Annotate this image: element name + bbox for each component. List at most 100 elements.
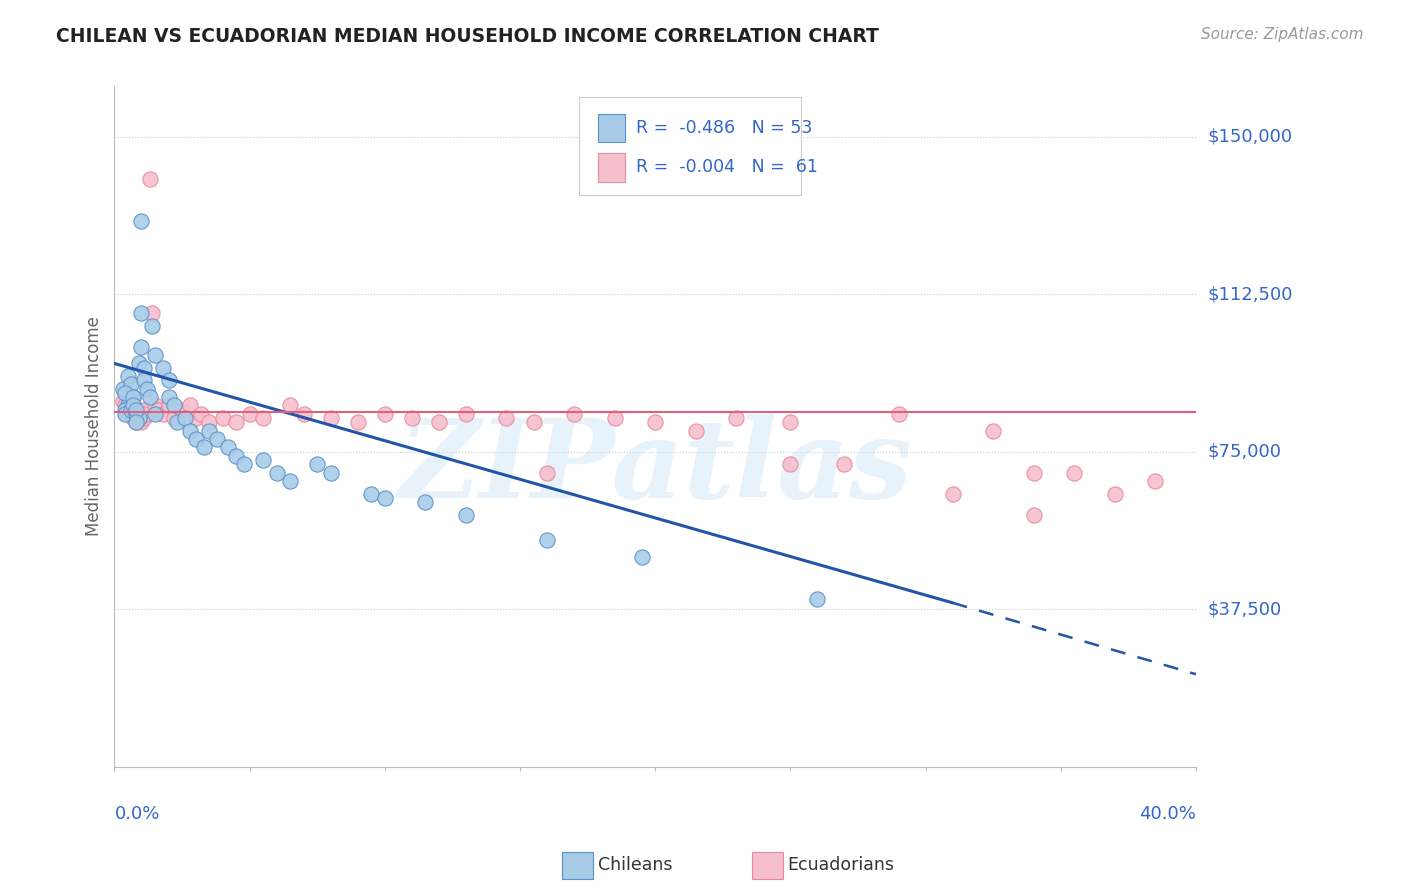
Point — [134, 402, 156, 417]
Point — [157, 399, 180, 413]
Point — [138, 390, 160, 404]
Text: R =  -0.486   N = 53: R = -0.486 N = 53 — [636, 119, 813, 136]
Point — [806, 591, 828, 606]
Point — [278, 399, 301, 413]
Point — [120, 394, 142, 409]
Point — [307, 457, 329, 471]
Point — [152, 407, 174, 421]
Point — [122, 390, 145, 404]
Point — [125, 402, 148, 417]
Text: $37,500: $37,500 — [1208, 600, 1281, 618]
Point — [163, 399, 186, 413]
Point — [454, 508, 477, 522]
Point — [128, 411, 150, 425]
Point — [205, 432, 228, 446]
Point — [779, 415, 801, 429]
Point — [170, 402, 193, 417]
Point — [522, 415, 544, 429]
Point — [120, 377, 142, 392]
Point — [374, 407, 396, 421]
Point — [198, 424, 221, 438]
Point — [1022, 508, 1045, 522]
Point — [125, 415, 148, 429]
Point — [184, 411, 207, 425]
Point — [128, 357, 150, 371]
Point — [173, 411, 195, 425]
Point — [401, 411, 423, 425]
Point — [120, 399, 142, 413]
Point — [562, 407, 585, 421]
Point — [179, 399, 201, 413]
Point — [685, 424, 707, 438]
Y-axis label: Median Household Income: Median Household Income — [86, 317, 103, 536]
Point — [143, 399, 166, 413]
Point — [834, 457, 856, 471]
Point — [131, 415, 153, 429]
Point — [193, 441, 215, 455]
Point — [536, 533, 558, 547]
FancyBboxPatch shape — [579, 96, 801, 195]
Point — [360, 486, 382, 500]
Point — [198, 415, 221, 429]
Point — [184, 432, 207, 446]
Point — [117, 402, 139, 417]
Point — [292, 407, 315, 421]
Point — [122, 390, 145, 404]
Point — [131, 306, 153, 320]
Point — [725, 411, 748, 425]
Point — [117, 399, 139, 413]
Point — [128, 402, 150, 417]
Point — [644, 415, 666, 429]
FancyBboxPatch shape — [598, 153, 624, 182]
Point — [114, 399, 136, 413]
Point — [190, 407, 212, 421]
Point — [143, 407, 166, 421]
Point — [152, 360, 174, 375]
Point — [125, 407, 148, 421]
Point — [134, 360, 156, 375]
Point — [122, 402, 145, 417]
Text: Chileans: Chileans — [598, 856, 672, 874]
Point — [134, 411, 156, 425]
Text: $150,000: $150,000 — [1208, 128, 1292, 145]
Point — [217, 441, 239, 455]
Point — [157, 390, 180, 404]
Point — [114, 407, 136, 421]
Point — [120, 402, 142, 417]
Point — [120, 407, 142, 421]
Point — [131, 340, 153, 354]
Point — [495, 411, 517, 425]
Point — [111, 394, 134, 409]
Point — [143, 348, 166, 362]
Point — [114, 402, 136, 417]
Point — [278, 474, 301, 488]
Point — [122, 411, 145, 425]
Point — [114, 385, 136, 400]
Point — [374, 491, 396, 505]
Point — [179, 424, 201, 438]
Point — [122, 407, 145, 421]
Point — [981, 424, 1004, 438]
Text: 40.0%: 40.0% — [1139, 805, 1197, 823]
Point — [125, 407, 148, 421]
Text: $75,000: $75,000 — [1208, 442, 1281, 460]
Point — [125, 415, 148, 429]
Point — [166, 415, 188, 429]
Point — [630, 549, 652, 564]
Text: $112,500: $112,500 — [1208, 285, 1292, 303]
Point — [141, 306, 163, 320]
Point — [1022, 466, 1045, 480]
Point — [233, 457, 256, 471]
Point — [536, 466, 558, 480]
Point — [239, 407, 262, 421]
Point — [146, 402, 169, 417]
Point — [138, 171, 160, 186]
Point — [225, 415, 247, 429]
Text: R =  -0.004   N =  61: R = -0.004 N = 61 — [636, 158, 818, 177]
Text: CHILEAN VS ECUADORIAN MEDIAN HOUSEHOLD INCOME CORRELATION CHART: CHILEAN VS ECUADORIAN MEDIAN HOUSEHOLD I… — [56, 27, 879, 45]
Point — [1144, 474, 1167, 488]
Point — [141, 318, 163, 333]
Text: Ecuadorians: Ecuadorians — [787, 856, 894, 874]
Point — [415, 495, 437, 509]
Point — [1063, 466, 1085, 480]
